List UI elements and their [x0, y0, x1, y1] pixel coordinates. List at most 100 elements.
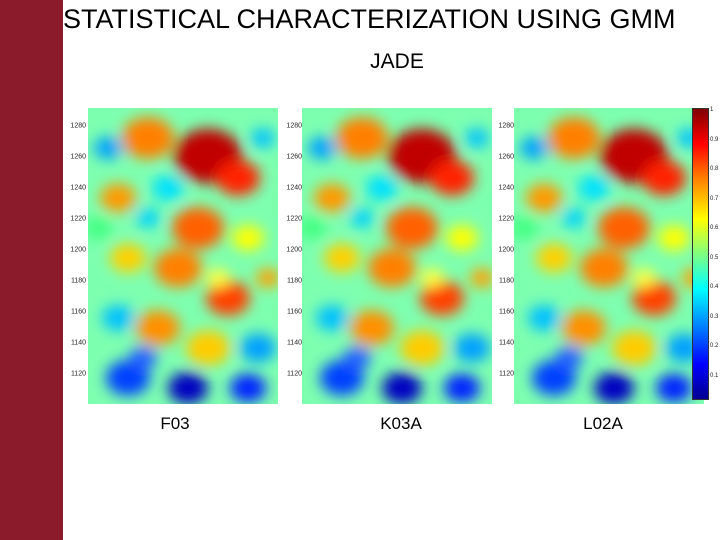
y-tick-label: 1260: [286, 153, 302, 161]
heatmap-blob: [232, 225, 264, 251]
heatmap-blob: [154, 248, 202, 288]
y-tick-label: 1200: [286, 246, 302, 254]
y-tick-label: 1140: [286, 339, 302, 347]
heatmap-f03: [88, 108, 278, 404]
heatmap-blob: [256, 268, 278, 288]
y-tick-label: 1180: [70, 277, 86, 285]
heatmap-blob: [343, 346, 371, 370]
heatmap-blob: [562, 310, 606, 346]
heatmap-blob: [186, 330, 230, 366]
heatmap-blob: [122, 117, 174, 159]
heatmap-blob: [366, 175, 398, 201]
heatmap-blob: [548, 117, 600, 159]
heatmap-blob: [324, 243, 360, 273]
heatmap-blob: [102, 305, 134, 331]
heatmap-blob: [454, 333, 490, 363]
heatmap-blob: [400, 330, 444, 366]
heatmap-blob: [368, 248, 416, 288]
heatmap-blob: [526, 183, 562, 213]
heatmap-blob: [382, 372, 422, 404]
colorbar-tick-label: 0.8: [710, 166, 719, 172]
y-tick-label: 1220: [498, 215, 514, 223]
heatmap-blob: [88, 216, 112, 240]
heatmap-blob: [386, 207, 438, 249]
heatmap-blob: [446, 225, 478, 251]
heatmap-blob: [302, 216, 326, 240]
y-tick-label: 1280: [286, 122, 302, 130]
y-tick-label: 1160: [498, 308, 514, 316]
heatmap-blob: [240, 333, 276, 363]
heatmap-blob: [336, 117, 388, 159]
heatmap-blob: [656, 373, 692, 403]
heatmap-panel-f03: [88, 108, 278, 404]
y-tick-label: 1140: [498, 339, 514, 347]
heatmap-blob: [536, 243, 572, 273]
heatmap-blob: [152, 175, 184, 201]
y-ticks-panel-3: 1280 1260 1240 1220 1200 1180 1160 1140 1120: [492, 108, 514, 404]
y-tick-label: 1220: [286, 215, 302, 223]
heatmap-panel-l02a: [514, 108, 704, 404]
heatmap-blob: [562, 208, 586, 228]
y-tick-label: 1240: [498, 184, 514, 192]
y-tick-label: 1120: [498, 370, 514, 378]
heatmap-blob: [206, 280, 250, 316]
heatmap-blob: [350, 310, 394, 346]
colorbar-tick-label: 0.4: [710, 284, 719, 290]
colorbar-tick-label: 0.5: [710, 254, 719, 261]
heatmap-blob: [612, 330, 656, 366]
heatmap-blob: [632, 268, 656, 288]
y-tick-label: 1140: [70, 339, 86, 347]
heatmap-blob: [528, 305, 560, 331]
heatmap-blob: [555, 346, 583, 370]
y-tick-label: 1120: [286, 370, 302, 378]
heatmap-blob: [514, 216, 538, 240]
heatmap-blob: [420, 280, 464, 316]
heatmap-blob: [100, 183, 136, 213]
y-tick-label: 1240: [70, 184, 86, 192]
heatmap-blob: [465, 128, 489, 148]
y-tick-label: 1180: [286, 277, 302, 285]
heatmap-blob: [316, 305, 348, 331]
colorbar-tick-label: 1: [710, 107, 714, 113]
heatmap-blob: [320, 360, 364, 396]
heatmap-blob: [206, 268, 230, 288]
heatmap-blob: [580, 248, 628, 288]
y-tick-label: 1160: [70, 308, 86, 316]
heatmap-blob: [420, 268, 444, 288]
y-tick-label: 1260: [498, 153, 514, 161]
heatmap-blob: [94, 136, 122, 160]
colorbar-tick-label: 0.2: [710, 343, 719, 349]
caption-f03: F03: [160, 414, 190, 433]
accent-sidebar: [0, 0, 63, 540]
slide-subtitle: JADE: [370, 50, 424, 73]
heatmap-blob: [308, 136, 336, 160]
heatmap-blob: [314, 183, 350, 213]
heatmap-blob: [251, 128, 275, 148]
y-tick-label: 1280: [70, 122, 86, 130]
heatmap-blob: [598, 207, 650, 249]
heatmap-blob: [594, 372, 634, 404]
y-tick-label: 1180: [498, 277, 514, 285]
y-tick-label: 1240: [286, 184, 302, 192]
y-tick-label: 1280: [498, 122, 514, 130]
caption-l02a: L02A: [583, 414, 623, 433]
heatmap-k03a: [302, 108, 492, 404]
heatmap-blob: [172, 207, 224, 249]
heatmap-blob: [470, 268, 492, 288]
y-ticks-panel-2: 1280 1260 1240 1220 1200 1180 1160 1140 1120: [280, 108, 302, 404]
heatmap-blob: [110, 243, 146, 273]
heatmap-blob: [444, 373, 480, 403]
y-tick-label: 1120: [70, 370, 86, 378]
y-tick-label: 1160: [286, 308, 302, 316]
heatmap-blob: [168, 372, 208, 404]
caption-k03a: K03A: [380, 414, 422, 433]
colorbar-tick-label: 0.7: [710, 195, 719, 202]
colorbar-tick-label: 0.9: [710, 136, 719, 143]
y-tick-label: 1200: [498, 246, 514, 254]
heatmap-blob: [520, 136, 548, 160]
heatmap-blob: [658, 225, 690, 251]
colorbar-tick-label: 0.1: [710, 372, 719, 379]
slide-title: STATISTICAL CHARACTERIZATION USING GMM: [63, 4, 676, 34]
heatmap-blob: [136, 310, 180, 346]
heatmap-blob: [106, 360, 150, 396]
